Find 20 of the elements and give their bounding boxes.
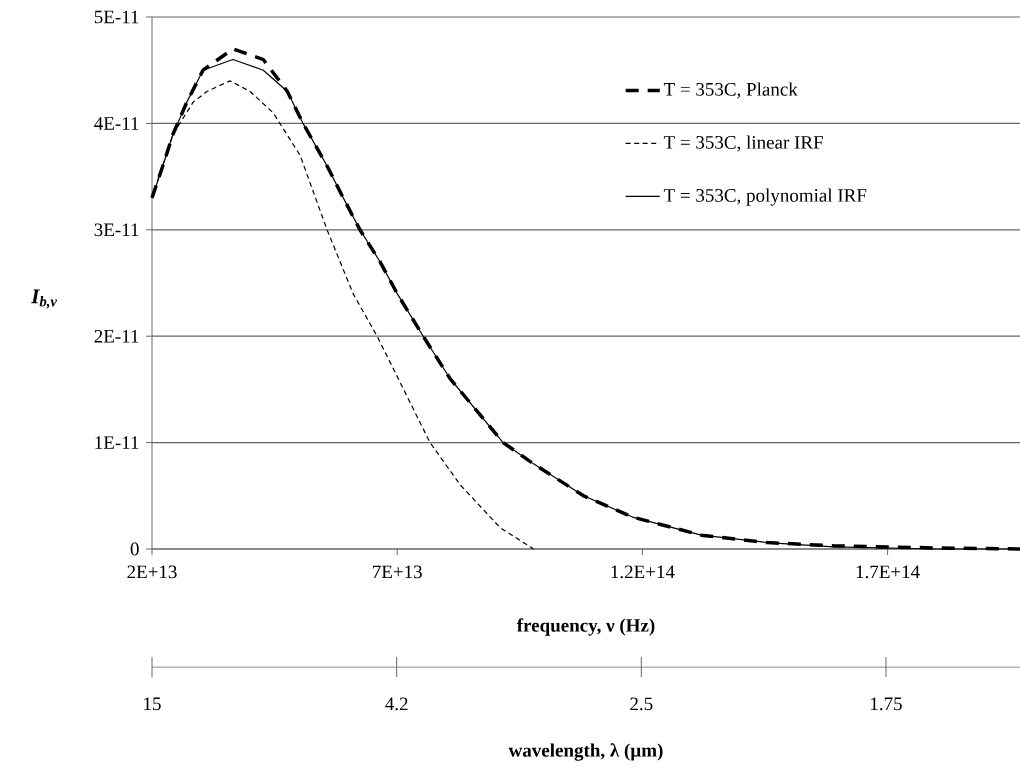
x-tick-label: 1.2E+14 xyxy=(611,565,675,579)
legend-label: T = 353C, Planck xyxy=(663,82,798,99)
category-label: 15 xyxy=(144,697,161,711)
y-tick-label: 3E-11 xyxy=(94,223,139,237)
category-label: 4.2 xyxy=(385,697,408,711)
y-tick-label: 1E-11 xyxy=(95,436,139,449)
legend-label: T = 353C, polynomial IRF xyxy=(663,188,867,206)
x-tick-label: 1.7E+14 xyxy=(856,565,920,579)
y-axis-title: I$_{b,ν}$ xyxy=(31,289,58,309)
category-label: 1.75 xyxy=(871,697,902,711)
x-tick-label: 7E+13 xyxy=(373,565,422,579)
y-tick-label: 5E-11 xyxy=(94,10,139,24)
y-tick-label: 4E-11 xyxy=(94,117,139,130)
y-tick-label: 2E-11 xyxy=(94,329,139,343)
x-tick-label: 2E+13 xyxy=(127,565,177,579)
text: wavelength, λ (µm) xyxy=(508,743,663,761)
category-label: 2.5 xyxy=(630,697,653,711)
y-tick-label: 0 xyxy=(130,542,139,556)
legend-label: T = 353C, linear IRF xyxy=(663,135,823,152)
x-axis-title: frequency, ν (Hz) xyxy=(516,618,655,636)
